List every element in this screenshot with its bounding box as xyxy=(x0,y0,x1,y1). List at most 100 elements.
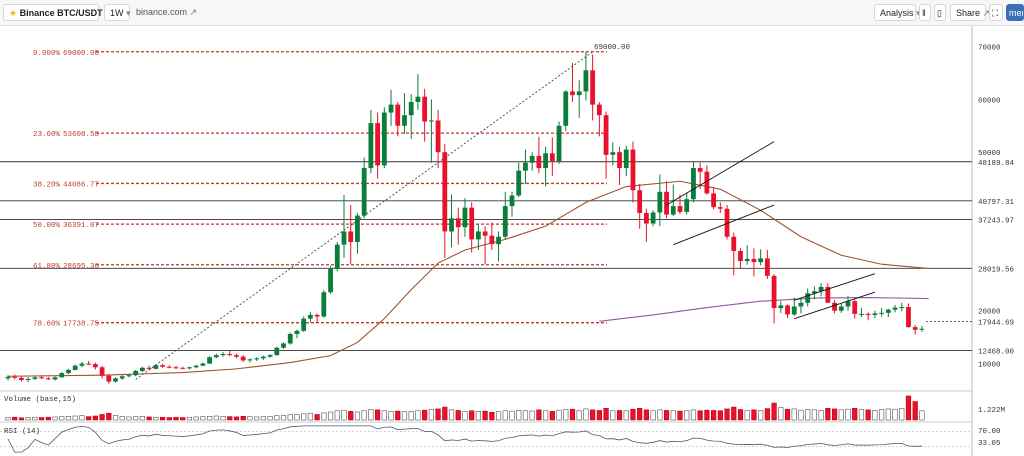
volume-bar xyxy=(45,416,51,421)
candle-body xyxy=(308,314,313,319)
candle-body xyxy=(691,168,696,200)
candle xyxy=(791,297,797,317)
candle xyxy=(119,375,125,380)
fibonacci-retracement[interactable]: 0.000% 69000.00 23.60% 53608.58 38.20% 44086.… xyxy=(33,50,607,329)
volume-bar xyxy=(542,410,549,421)
candle xyxy=(509,191,515,217)
volume-bar xyxy=(798,409,804,421)
candle xyxy=(106,374,112,384)
candle-body xyxy=(590,70,596,105)
candle xyxy=(899,302,905,312)
rsi-tick-label: 33.05 xyxy=(978,440,1001,448)
candle xyxy=(570,62,575,102)
candle xyxy=(731,232,737,276)
candle-body xyxy=(563,91,569,126)
candle-body xyxy=(193,365,199,368)
candle-body xyxy=(731,236,737,252)
volume-bar xyxy=(374,409,381,421)
share-button[interactable]: Share ↗ xyxy=(950,4,990,21)
trendline xyxy=(794,273,876,301)
trendlines[interactable] xyxy=(135,51,876,380)
candle xyxy=(180,366,186,370)
candle xyxy=(704,165,710,195)
candle-body xyxy=(52,377,58,380)
candle-body xyxy=(751,258,757,263)
candle xyxy=(764,249,770,280)
candle xyxy=(52,376,58,381)
candle xyxy=(166,365,172,369)
candle xyxy=(590,54,596,121)
volume-bar xyxy=(852,408,858,421)
candle xyxy=(717,202,723,213)
candle-body xyxy=(845,301,851,307)
candle xyxy=(617,146,622,185)
candle-body xyxy=(19,377,24,380)
candle xyxy=(59,372,65,378)
price-tick-label: 17944.69 xyxy=(978,320,1014,328)
candle-body xyxy=(469,207,475,240)
candle-body xyxy=(570,91,575,96)
interval-selector[interactable]: 1W ▾ xyxy=(104,4,131,21)
price-tick-label: 70000 xyxy=(978,44,1001,52)
candle xyxy=(435,109,441,169)
volume-bar xyxy=(388,411,394,421)
layout-button[interactable]: ▯ xyxy=(934,4,946,21)
candle-body xyxy=(133,370,139,376)
fib-value-label: 53608.58 xyxy=(63,131,99,139)
candle xyxy=(341,194,347,258)
candle xyxy=(738,248,743,269)
volume-bar xyxy=(549,411,555,421)
volume-bar xyxy=(502,410,508,421)
candle-body xyxy=(596,104,602,116)
volume-bar xyxy=(79,415,85,421)
candle-body xyxy=(166,366,172,368)
rsi-pane: RSI (14) 70.00 33.05 xyxy=(0,425,1001,453)
candlestick-series xyxy=(5,51,925,384)
candle xyxy=(12,374,18,380)
volume-bar xyxy=(314,414,320,421)
candle xyxy=(113,377,118,383)
candle xyxy=(287,332,293,345)
candle xyxy=(623,145,629,176)
symbol-selector[interactable]: ★ Binance BTC/USDT ▾ xyxy=(3,4,110,21)
source-link[interactable]: binance.com ↗ xyxy=(136,4,197,21)
candle-body xyxy=(328,268,333,293)
candle xyxy=(442,144,448,258)
volume-bar xyxy=(469,410,475,421)
star-icon[interactable]: ★ xyxy=(9,8,18,18)
candle-body xyxy=(476,231,481,240)
candle-body xyxy=(119,376,125,379)
candle xyxy=(39,375,44,379)
candle xyxy=(657,174,663,227)
candle-body xyxy=(684,199,690,212)
candle-body xyxy=(234,355,239,357)
volume-bar xyxy=(563,409,569,421)
volume-bar xyxy=(348,411,354,421)
candle-body xyxy=(764,258,770,276)
candle xyxy=(92,362,98,370)
share-label: Share xyxy=(956,8,981,18)
candle xyxy=(711,187,716,210)
candle xyxy=(885,308,891,318)
fullscreen-button[interactable]: ⛶ xyxy=(989,4,1003,21)
horizontal-levels[interactable] xyxy=(0,161,972,351)
analysis-button[interactable]: Analysis ▾ xyxy=(874,4,921,21)
menu-button[interactable]: menu xyxy=(1006,4,1024,21)
fib-ratio-label: 23.60% xyxy=(33,131,61,139)
candle xyxy=(879,308,884,317)
volume-bar xyxy=(5,417,11,421)
price-axis[interactable]: 70000 60000 50000 48189.84 40797.31 37243.97 2… xyxy=(978,44,1015,369)
candle xyxy=(758,249,764,266)
volume-bar xyxy=(536,409,542,421)
volume-bar xyxy=(448,409,455,421)
candle-body xyxy=(79,363,85,366)
pause-button[interactable]: ‖ xyxy=(919,4,931,21)
candle-body xyxy=(381,112,387,166)
rsi-tick-label: 70.00 xyxy=(978,428,1001,436)
candle xyxy=(462,198,468,237)
candle xyxy=(260,355,266,360)
volume-bar xyxy=(778,407,784,421)
candle xyxy=(388,89,394,126)
volume-bar xyxy=(193,416,199,421)
